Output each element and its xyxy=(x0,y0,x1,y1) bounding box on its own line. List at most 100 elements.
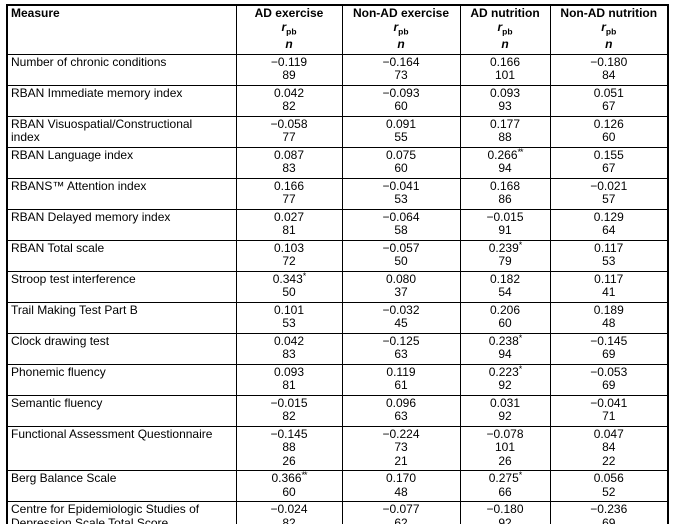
table-body: Number of chronic conditions −0.119 89 −0.1… xyxy=(6,53,669,524)
n-value: 73 xyxy=(394,68,408,83)
n-value: 53 xyxy=(602,254,616,269)
value-cell: −0.015 82 xyxy=(235,394,343,427)
table-row: Functional Assessment Questionnaire −0.14… xyxy=(6,425,669,472)
r-value: 0.168 xyxy=(489,178,521,193)
n-value: 48 xyxy=(394,484,408,499)
value-cell: −0.093 60 xyxy=(341,84,461,117)
table-row: Number of chronic conditions −0.119 89 −0.1… xyxy=(6,53,669,86)
n-value: 86 xyxy=(498,192,512,207)
n-value: 82 xyxy=(282,99,296,114)
measure-cell: RBAN Visuospatial/Constructional index xyxy=(6,115,237,148)
r-value: 0.031 xyxy=(489,395,521,410)
n-value: 69 xyxy=(602,515,616,524)
r-value: −0.041 xyxy=(590,395,628,410)
value-cell: 0.166 101 xyxy=(459,53,551,86)
value-cell: 0.129 64 xyxy=(549,208,669,241)
value-cell: 0.182 54 xyxy=(459,270,551,303)
n-value: 67 xyxy=(602,99,616,114)
n-value: 81 xyxy=(282,223,296,238)
n-value: 52 xyxy=(602,484,616,499)
r-value: 0.119 xyxy=(386,364,416,379)
r-value: 0.126 xyxy=(593,116,624,131)
column-header-ad-nutrition: AD nutrition rpb n xyxy=(459,4,551,55)
n-value: 60 xyxy=(498,316,512,331)
n-value: 101 xyxy=(494,440,516,455)
r-value: −0.125 xyxy=(382,333,420,348)
r-value: −0.224 xyxy=(382,426,420,441)
r-value: −0.077 xyxy=(382,502,420,517)
r-value: 0.042 xyxy=(273,85,305,100)
value-cell: −0.119 89 xyxy=(235,53,343,86)
n-symbol: n xyxy=(397,37,405,52)
value-cell: 0.080 37 xyxy=(341,270,461,303)
r-value: 0.075 xyxy=(385,147,417,162)
r-value: 0.275* xyxy=(488,470,522,486)
r-value: 0.206 xyxy=(489,302,521,317)
value-cell: 0.027 81 xyxy=(235,208,343,241)
value-cell: −0.041 71 xyxy=(549,394,669,427)
value-cell: 0.096 63 xyxy=(341,394,461,427)
r-value: −0.093 xyxy=(382,85,420,100)
r-value: 0.129 xyxy=(593,209,624,224)
r-value: 0.182 xyxy=(489,271,521,286)
n-value: 50 xyxy=(282,285,296,300)
r-value: 0.266** xyxy=(487,147,524,162)
value-cell: −0.041 53 xyxy=(341,177,461,210)
r-value: 0.238* xyxy=(488,333,522,348)
r-value: −0.164 xyxy=(382,54,420,69)
rpb-symbol: rpb xyxy=(281,19,297,36)
column-header-ad-exercise: AD exercise rpb n xyxy=(235,4,343,55)
value-cell: 0.101 53 xyxy=(235,301,343,334)
value-cell: −0.064 58 xyxy=(341,208,461,241)
value-cell: −0.145 88 26 xyxy=(235,425,343,472)
n-value: 69 xyxy=(602,378,616,393)
value-cell: −0.058 77 xyxy=(235,115,343,148)
table-row: Semantic fluency −0.015 82 0.096 63 0.031 92 −0… xyxy=(6,394,669,427)
table-row: Centre for Epidemiologic Studies of Depr… xyxy=(6,501,669,524)
n-value: 60 xyxy=(602,130,616,145)
value-cell: −0.145 69 xyxy=(549,332,669,365)
value-cell: −0.164 73 xyxy=(341,53,461,86)
significance-marker: ** xyxy=(517,147,524,157)
value-cell: 0.189 48 xyxy=(549,301,669,334)
value-cell: 0.087 83 xyxy=(235,146,343,179)
r-value: 0.027 xyxy=(273,209,305,224)
n-value: 63 xyxy=(394,347,408,362)
table-row: RBAN Total scale 0.103 72 −0.057 50 0.239* 79 0… xyxy=(6,239,669,272)
value-cell: −0.180 84 xyxy=(549,53,669,86)
n-value: 89 xyxy=(282,68,296,83)
measure-cell: Trail Making Test Part B xyxy=(6,301,237,334)
measure-column-header: Measure xyxy=(6,4,237,55)
r-value: 0.101 xyxy=(273,302,305,317)
value-cell: 0.042 82 xyxy=(235,84,343,117)
table-row: RBAN Immediate memory index 0.042 82 −0.093… xyxy=(6,84,669,117)
r-value: −0.041 xyxy=(382,178,420,193)
value-cell: −0.077 62 xyxy=(341,501,461,524)
n-value: 54 xyxy=(498,285,512,300)
value-cell: 0.266** 94 xyxy=(459,146,551,179)
value-cell: −0.024 82 xyxy=(235,501,343,524)
value-cell: −0.180 92 xyxy=(459,501,551,524)
value-cell: −0.032 45 xyxy=(341,301,461,334)
n-value: 60 xyxy=(394,161,408,176)
n-value: 88 xyxy=(498,130,512,145)
correlation-table: Measure AD exercise rpb n Non-AD exercis… xyxy=(6,4,669,524)
n-value: 94 xyxy=(498,161,512,176)
n-value: 48 xyxy=(602,316,616,331)
r-value: 0.166 xyxy=(273,178,305,193)
value-cell: 0.042 83 xyxy=(235,332,343,365)
value-cell: 0.126 60 xyxy=(549,115,669,148)
header-row: Measure AD exercise rpb n Non-AD exercis… xyxy=(6,4,669,55)
measure-cell: Berg Balance Scale xyxy=(6,470,237,503)
n-value: 73 xyxy=(394,440,408,455)
table-row: Clock drawing test 0.042 83 −0.125 63 0.238* 9… xyxy=(6,332,669,365)
n-value: 26 xyxy=(498,453,512,468)
r-value: −0.119 xyxy=(270,54,308,69)
value-cell: 0.223* 92 xyxy=(459,363,551,396)
value-cell: −0.078 101 26 xyxy=(459,425,551,472)
value-cell: 0.170 48 xyxy=(341,470,461,503)
measure-cell: RBAN Total scale xyxy=(6,239,237,272)
value-cell: 0.091 55 xyxy=(341,115,461,148)
value-cell: 0.239* 79 xyxy=(459,239,551,272)
value-cell: 0.168 86 xyxy=(459,177,551,210)
